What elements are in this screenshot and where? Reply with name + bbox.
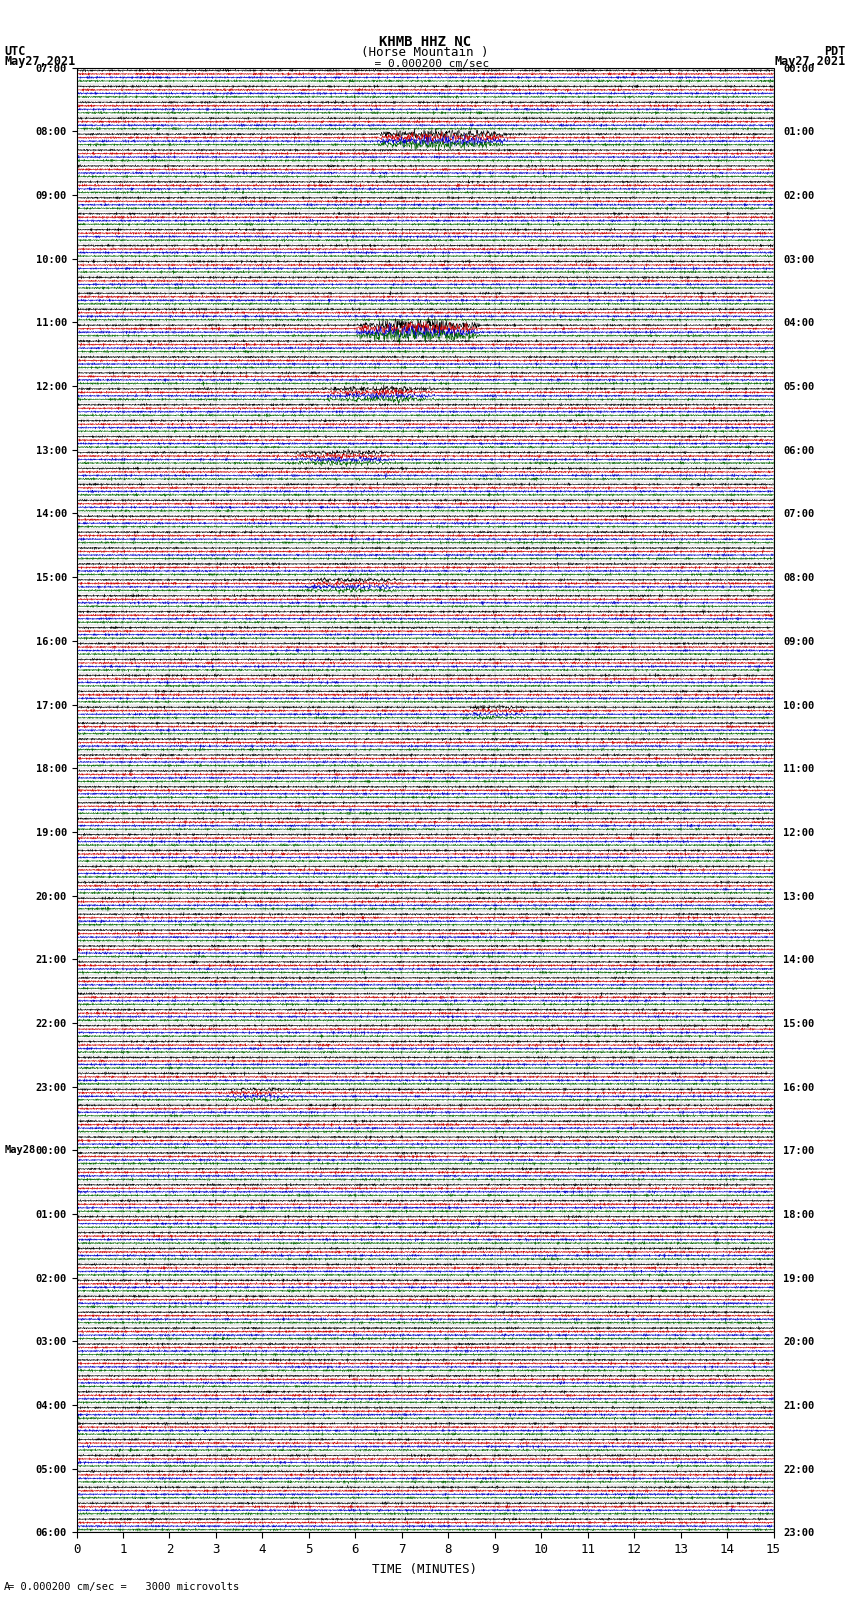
Text: PDT: PDT xyxy=(824,45,846,58)
X-axis label: TIME (MINUTES): TIME (MINUTES) xyxy=(372,1563,478,1576)
Text: (Horse Mountain ): (Horse Mountain ) xyxy=(361,45,489,58)
Text: = 0.000200 cm/sec =   3000 microvolts: = 0.000200 cm/sec = 3000 microvolts xyxy=(8,1582,240,1592)
Text: May27,2021: May27,2021 xyxy=(4,55,76,68)
Text: KHMB HHZ NC: KHMB HHZ NC xyxy=(379,35,471,50)
Text: UTC: UTC xyxy=(4,45,26,58)
Text: May27,2021: May27,2021 xyxy=(774,55,846,68)
Text: A: A xyxy=(4,1582,10,1592)
Text: May28: May28 xyxy=(4,1145,36,1155)
Text: = 0.000200 cm/sec: = 0.000200 cm/sec xyxy=(361,58,489,69)
